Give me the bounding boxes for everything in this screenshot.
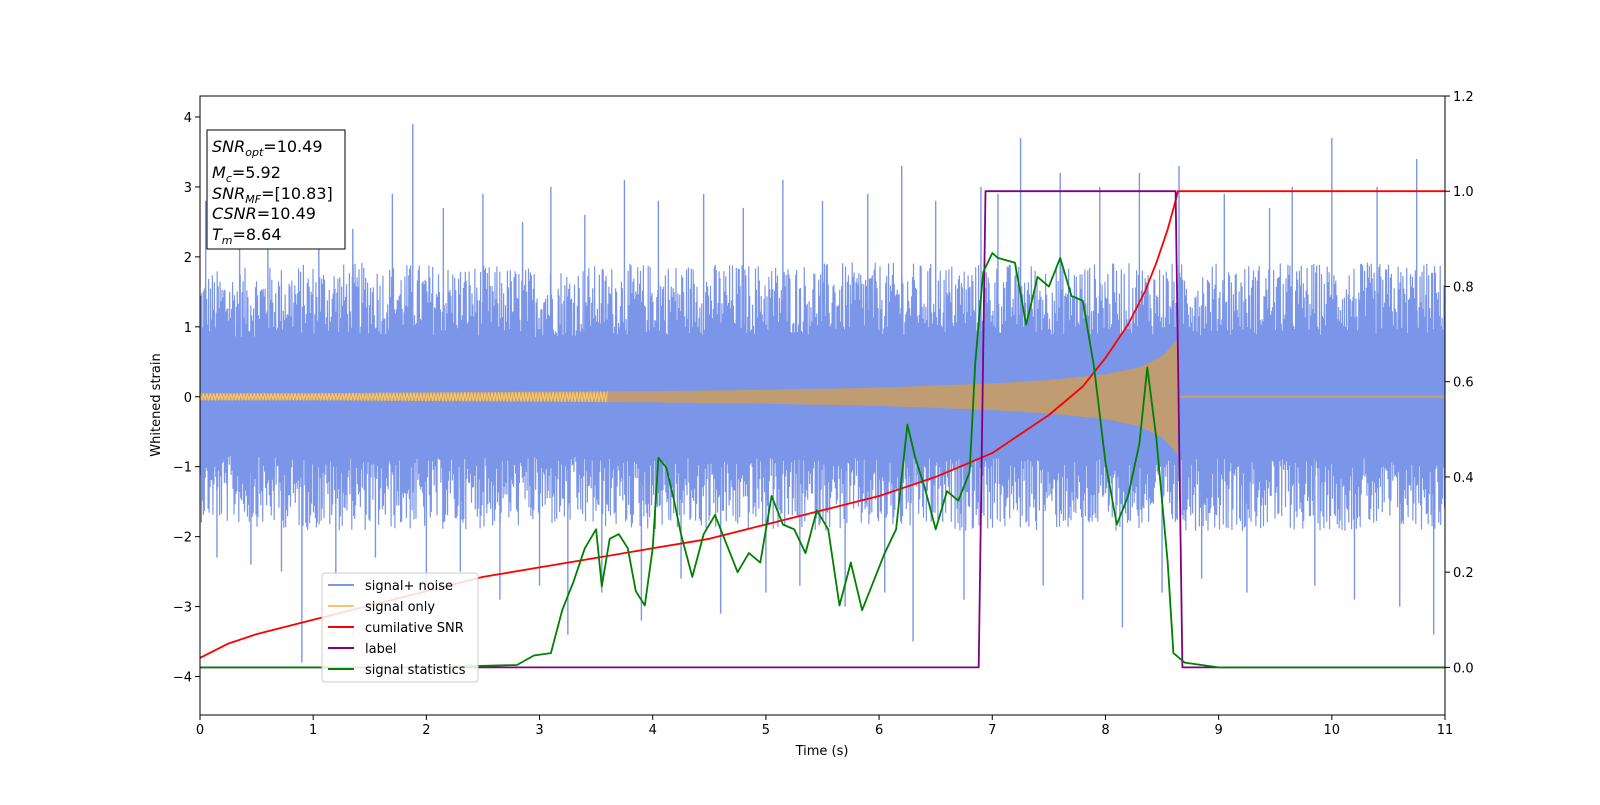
y-tick-label: −4 (173, 671, 192, 686)
y-tick-label: −3 (173, 601, 192, 616)
x-tick-label: 4 (649, 723, 657, 738)
y2-tick-label: 0.6 (1453, 376, 1474, 391)
annotation-value: =[10.83] (261, 184, 333, 203)
y-tick-label: 3 (184, 181, 192, 196)
annotation-line: SNRopt=10.49 (212, 137, 323, 159)
x-tick-label: 1 (309, 723, 317, 738)
annotation-value: =10.49 (263, 137, 322, 156)
legend-label: label (365, 642, 396, 657)
x-tick-label: 3 (535, 723, 543, 738)
annotation-subscript: MF (245, 193, 261, 206)
annotation-symbol: M (212, 163, 226, 182)
axes: 0 1 2 3 4 5 6 7 8 9 10 11 −4 −3 −2 −1 0 1 2 3 4 0.0 0.2 0.4 0.6 0… (173, 90, 1474, 738)
y-tick-label: 2 (184, 251, 192, 266)
x-tick-label: 10 (1324, 723, 1341, 738)
x-tick-label: 2 (422, 723, 430, 738)
x-tick-label: 0 (196, 723, 204, 738)
y2-tick-label: 0.4 (1453, 471, 1474, 486)
annotation-value: =10.49 (257, 204, 316, 223)
x-axis-label: Time (s) (795, 744, 849, 759)
annotation-line: CSNR=10.49 (212, 204, 316, 223)
y2-tick-label: 0.2 (1453, 566, 1474, 581)
x-tick-label: 8 (1101, 723, 1109, 738)
y-tick-label: 4 (184, 111, 192, 126)
legend-label: signal statistics (365, 663, 466, 678)
x-tick-label: 5 (762, 723, 770, 738)
y2-tick-label: 1.0 (1453, 185, 1474, 200)
annotation-line: Mc=5.92 (212, 163, 281, 185)
legend-label: signal only (365, 600, 435, 615)
y2-tick-label: 1.2 (1453, 90, 1474, 105)
annotation-line: SNRMF=[10.83] (212, 184, 333, 206)
plot-frame (199, 95, 1446, 716)
series-signal-statistics (200, 252, 1445, 669)
legend-label: cumilative SNR (365, 621, 464, 636)
x-tick-label: 11 (1437, 723, 1454, 738)
annotation-value: =5.92 (232, 163, 281, 182)
x-tick-label: 6 (875, 723, 883, 738)
y2-tick-label: 0.0 (1453, 661, 1474, 676)
legend: signal+ noise signal only cumilative SNR la… (321, 572, 479, 683)
legend-frame (321, 572, 479, 683)
annotation-symbol: SNR (212, 137, 245, 156)
annotation-line: Tm=8.64 (212, 225, 282, 247)
y-tick-label: 1 (184, 321, 192, 336)
y-tick-label: 0 (184, 391, 192, 406)
series-signal-only (200, 391, 609, 403)
x-tick-label: 9 (1214, 723, 1222, 738)
annotation-symbol: SNR (212, 184, 245, 203)
x-tick-label: 7 (988, 723, 996, 738)
y-tick-label: −2 (173, 531, 192, 546)
legend-label: signal+ noise (365, 579, 453, 594)
plot-area (200, 123, 1445, 669)
annotation-frame (206, 129, 346, 250)
annotation-subscript: opt (245, 146, 264, 159)
series-signal-only-envelope (200, 337, 1178, 457)
annotation-subscript: c (226, 172, 232, 185)
annotation-box: SNRopt=10.49 Mc=5.92 SNRMF=[10.83] CSNR=… (206, 129, 346, 250)
annotation-subscript: m (222, 234, 233, 247)
y-axis-label: Whitened strain (149, 353, 164, 456)
annotation-value: =8.64 (233, 225, 282, 244)
y-tick-label: −1 (173, 461, 192, 476)
annotation-symbol: CSNR (212, 204, 257, 223)
y2-tick-label: 0.8 (1453, 280, 1474, 295)
annotation-symbol: T (212, 225, 223, 244)
